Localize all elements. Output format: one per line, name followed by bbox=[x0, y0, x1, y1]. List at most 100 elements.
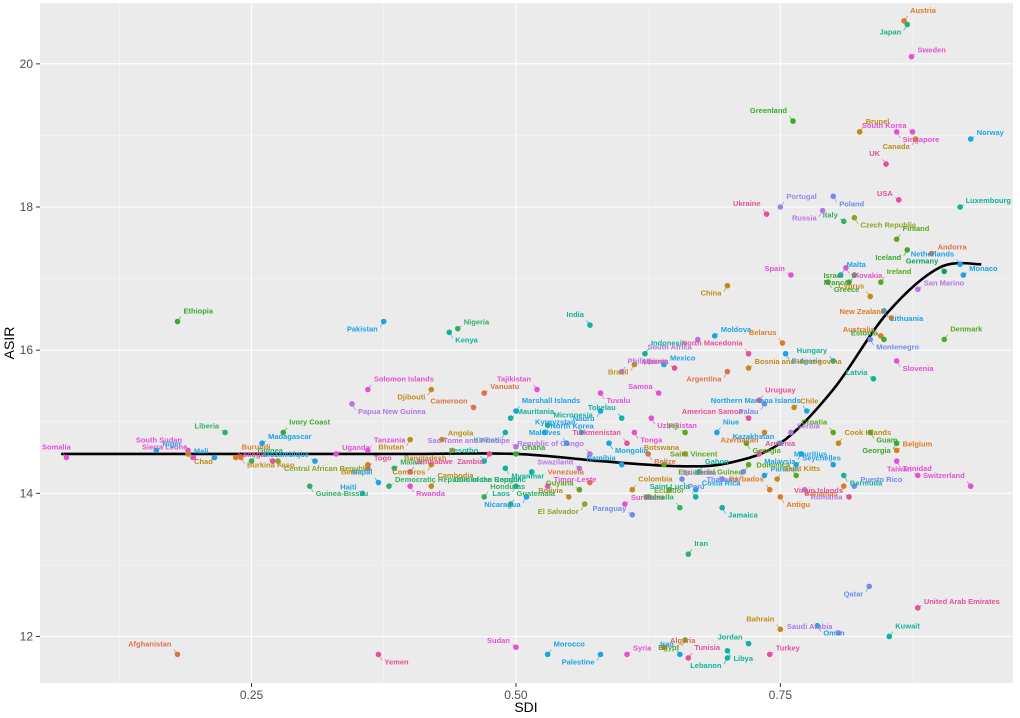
data-point bbox=[941, 336, 948, 343]
point-label: Honduras bbox=[490, 482, 525, 491]
point-label: Romania bbox=[811, 493, 844, 502]
data-point bbox=[682, 451, 688, 457]
point-label: France bbox=[824, 278, 849, 287]
point-label: Botswana bbox=[644, 443, 680, 452]
point-label: Belgium bbox=[903, 439, 933, 448]
point-label: Palestine bbox=[562, 657, 595, 666]
point-label: Kazakhstan bbox=[733, 432, 775, 441]
point-label: Ukraine bbox=[733, 199, 761, 208]
label-leader bbox=[896, 360, 901, 368]
point-label: Malta bbox=[847, 260, 867, 269]
point-label: Indonesia bbox=[651, 339, 687, 348]
point-label: Spain bbox=[764, 264, 785, 273]
point-label: Saudi Arabia bbox=[787, 622, 833, 631]
label-leader bbox=[634, 432, 639, 439]
label-leader bbox=[914, 472, 918, 476]
point-label: Azerbaijan bbox=[721, 435, 759, 444]
data-point bbox=[587, 322, 593, 328]
label-leader bbox=[762, 209, 767, 215]
label-leader bbox=[869, 339, 875, 346]
label-leader bbox=[790, 429, 795, 433]
label-leader bbox=[845, 279, 850, 283]
point-label: Benin bbox=[341, 468, 362, 477]
label-leader bbox=[765, 484, 770, 490]
label-leader bbox=[776, 624, 781, 630]
point-label: Bulgaria bbox=[792, 357, 823, 366]
label-leader bbox=[776, 474, 781, 480]
label-leader bbox=[510, 415, 515, 419]
label-leader bbox=[358, 490, 363, 494]
point-label: Bermuda bbox=[850, 478, 883, 487]
point-label: Palau bbox=[738, 407, 758, 416]
label-leader bbox=[908, 129, 913, 133]
label-leader bbox=[596, 654, 601, 661]
point-label: Belarus bbox=[749, 328, 777, 337]
label-leader bbox=[721, 507, 727, 514]
label-leader bbox=[931, 250, 936, 254]
point-label: Colombia bbox=[638, 475, 673, 484]
point-label: Antigu bbox=[786, 500, 810, 509]
data-point bbox=[835, 440, 842, 447]
label-leader bbox=[367, 463, 372, 469]
label-leader bbox=[586, 477, 591, 483]
point-label: Japan bbox=[880, 27, 902, 36]
point-label: Panama bbox=[770, 464, 800, 473]
point-label: Monaco bbox=[969, 264, 998, 273]
label-leader bbox=[483, 491, 489, 498]
data-point bbox=[470, 404, 477, 411]
label-leader bbox=[547, 420, 552, 426]
y-tick-label: 12 bbox=[20, 629, 34, 643]
label-leader bbox=[268, 458, 273, 462]
smooth-line bbox=[61, 261, 982, 468]
point-label: Afghanistan bbox=[128, 639, 172, 648]
point-label: Germany bbox=[906, 256, 939, 265]
point-label: United Arab Emirates bbox=[924, 597, 1000, 606]
point-label: Netherlands bbox=[911, 249, 954, 258]
label-leader bbox=[896, 131, 901, 138]
label-leader bbox=[374, 477, 379, 483]
label-leader bbox=[845, 494, 850, 498]
label-leader bbox=[911, 54, 916, 57]
point-label: Gabon bbox=[705, 457, 729, 466]
label-leader bbox=[409, 466, 415, 473]
point-label: Iraq bbox=[660, 639, 674, 648]
point-label: Belize bbox=[654, 457, 676, 466]
label-leader bbox=[963, 272, 968, 276]
label-leader bbox=[547, 649, 552, 655]
label-leader bbox=[944, 334, 949, 340]
point-label: Armenia bbox=[765, 439, 796, 448]
label-leader bbox=[903, 15, 908, 22]
label-leader bbox=[760, 432, 765, 439]
point-label: India bbox=[566, 310, 584, 319]
point-label: Estonia bbox=[851, 328, 879, 337]
point-label: Papua New Guinea bbox=[358, 407, 426, 416]
point-label: Zimbabwe bbox=[416, 457, 453, 466]
label-leader bbox=[562, 438, 567, 444]
point-label: South Korea bbox=[862, 121, 907, 130]
label-leader bbox=[818, 210, 823, 217]
point-label: Micronesia bbox=[554, 410, 594, 419]
label-leader bbox=[839, 486, 845, 493]
data-point bbox=[513, 443, 519, 450]
x-tick-label: 0.25 bbox=[240, 688, 264, 702]
point-label: Iran bbox=[694, 539, 708, 548]
label-leader bbox=[716, 427, 721, 433]
point-label: American Samoa bbox=[682, 407, 744, 416]
y-tick-label: 16 bbox=[20, 343, 34, 357]
point-label: Malawi bbox=[400, 457, 425, 466]
point-label: Pakistan bbox=[347, 325, 378, 334]
point-label: Barbados bbox=[729, 475, 764, 484]
label-leader bbox=[600, 392, 605, 400]
label-leader bbox=[544, 429, 549, 433]
x-axis-ticks: 0.25 0.50 0.75 bbox=[240, 683, 792, 702]
label-leader bbox=[850, 274, 855, 282]
point-label: Denmark bbox=[950, 324, 983, 333]
data-point bbox=[881, 336, 887, 343]
label-leader bbox=[778, 338, 783, 344]
point-label: Liberia bbox=[194, 421, 219, 430]
point-label: Venezuela bbox=[548, 468, 585, 477]
point-label: Lesotho bbox=[449, 446, 479, 455]
point-label: Djibouti bbox=[397, 393, 425, 402]
data-point bbox=[655, 390, 662, 396]
label-leader bbox=[632, 484, 637, 490]
